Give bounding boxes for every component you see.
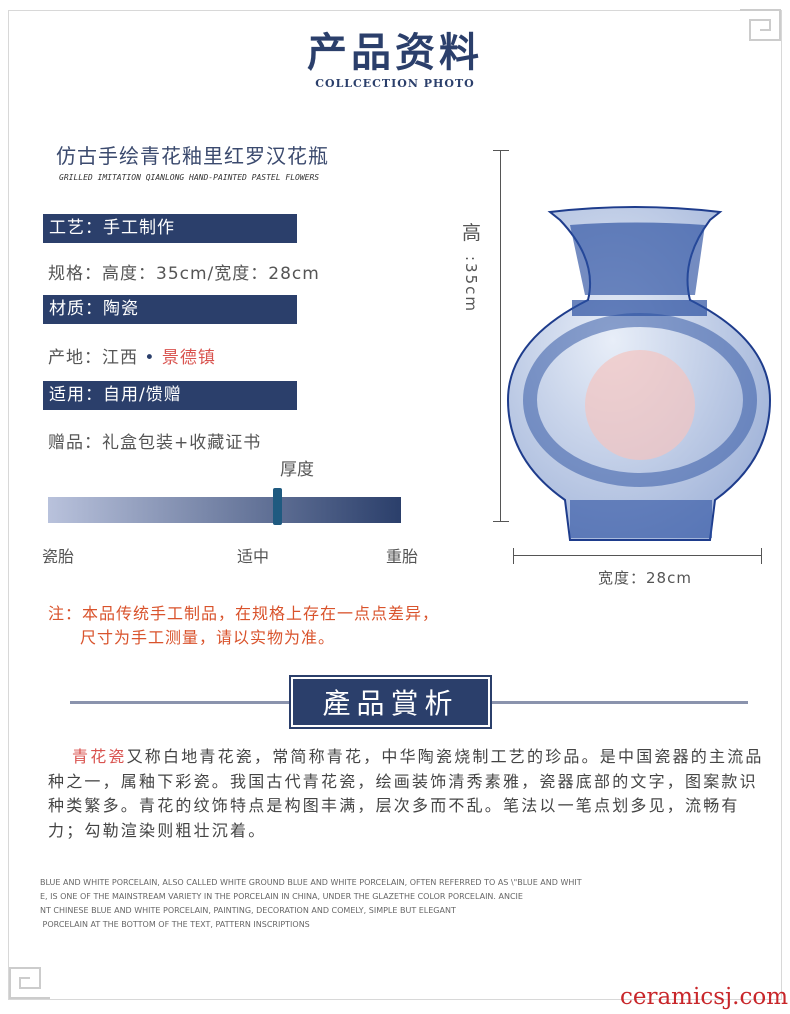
width-label: 宽度：28cm: [598, 569, 692, 587]
description-text: 又称白地青花瓷，常简称青花，中华陶瓷烧制工艺的珍品。是中国瓷器的主流品种之一，属…: [48, 747, 764, 840]
en-line: BLUE AND WHITE PORCELAIN, ALSO CALLED WH…: [40, 878, 582, 887]
thickness-bar: [48, 497, 401, 523]
thickness-marker: [273, 488, 283, 525]
description-en: BLUE AND WHITE PORCELAIN, ALSO CALLED WH…: [40, 876, 582, 932]
en-line: E, IS ONE OF THE MAINSTREAM VARIETY IN T…: [40, 892, 523, 901]
height-value: :35cm: [462, 256, 480, 313]
note-line-2: 尺寸为手工测量，请以实物为准。: [80, 628, 336, 647]
description-highlight: 青花瓷: [72, 747, 127, 766]
page-title: 产品资料: [307, 29, 483, 76]
description: 青花瓷又称白地青花瓷，常简称青花，中华陶瓷烧制工艺的珍品。是中国瓷器的主流品种之…: [48, 745, 768, 843]
corner-ornament-icon: [9, 967, 50, 999]
page-frame: [8, 10, 782, 1000]
spec-material: 材质：陶瓷: [43, 295, 297, 324]
section-title: 產品賞析: [289, 675, 492, 729]
en-line: NT CHINESE BLUE AND WHITE PORCELAIN, PAI…: [40, 906, 456, 915]
origin-label: 产地：江西: [48, 348, 138, 368]
spec-size: 规格：高度：35cm/宽度：28cm: [48, 264, 320, 284]
thickness-middle-label: 适中: [237, 547, 270, 566]
vase-image: [506, 206, 772, 541]
spec-gift: 赠品：礼盒包装+收藏证书: [48, 433, 262, 453]
origin-dot: •: [144, 348, 156, 368]
thickness-left-label: 瓷胎: [42, 547, 75, 566]
page-subtitle: COLLCECTION PHOTO: [315, 77, 475, 90]
thickness-title: 厚度: [280, 460, 314, 480]
corner-ornament-icon: [740, 9, 781, 41]
width-dimension-line: [513, 555, 762, 556]
product-name: 仿古手绘青花釉里红罗汉花瓶: [56, 144, 329, 168]
spec-origin: 产地：江西 • 景德镇: [48, 343, 216, 368]
en-line: PORCELAIN AT THE BOTTOM OF THE TEXT, PAT…: [40, 920, 310, 929]
watermark: ceramicsj.com: [619, 984, 788, 1010]
height-label: 高: [462, 222, 482, 244]
height-dimension-line: [500, 150, 501, 522]
spec-craft: 工艺：手工制作: [43, 214, 297, 243]
product-name-en: GRILLED IMITATION QIANLONG HAND-PAINTED …: [59, 173, 320, 182]
origin-city: 景德镇: [161, 348, 216, 368]
thickness-right-label: 重胎: [386, 547, 419, 566]
spec-usage: 适用：自用/馈赠: [43, 381, 297, 410]
note-line-1: 注：本品传统手工制品，在规格上存在一点点差异，: [48, 604, 440, 623]
